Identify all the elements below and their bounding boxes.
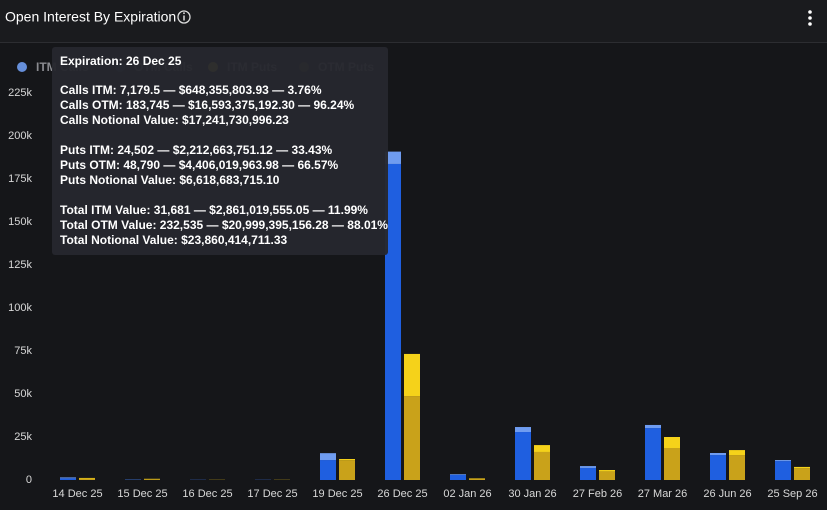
bar-segment: [580, 466, 596, 468]
x-tick-label: 14 Dec 25: [52, 488, 102, 500]
tooltip-line: Total Notional Value: $23,860,414,711.33: [60, 233, 288, 247]
tooltip-header: Expiration: 26 Dec 25: [60, 54, 182, 68]
tooltip-line: Puts OTM: 48,790 — $4,406,019,963.98 — 6…: [60, 158, 338, 172]
bar-segment: [339, 460, 355, 480]
bar-segment: [60, 478, 76, 480]
bar-segment: [385, 151, 401, 164]
bar-segment: [534, 451, 550, 480]
bar-segment: [320, 453, 336, 461]
tooltip-box: [52, 47, 388, 255]
tooltip-line: Puts Notional Value: $6,618,683,715.10: [60, 173, 280, 187]
legend-marker: [17, 62, 27, 72]
bar-segment: [710, 452, 726, 456]
y-tick-label: 225k: [8, 87, 32, 99]
x-tick-label: 17 Dec 25: [247, 488, 297, 500]
x-tick-label: 27 Mar 26: [638, 488, 688, 500]
bar-segment: [645, 428, 661, 480]
x-tick-label: 26 Dec 25: [377, 488, 427, 500]
info-icon[interactable]: [177, 10, 191, 24]
x-tick-label: 16 Dec 25: [182, 488, 232, 500]
menu-button[interactable]: [808, 10, 812, 26]
bar-segment: [79, 477, 95, 479]
y-tick-label: 150k: [8, 216, 32, 228]
x-tick-label: 15 Dec 25: [117, 488, 167, 500]
bar-segment: [144, 479, 160, 480]
x-tick-label: 30 Jan 26: [508, 488, 556, 500]
bar-segment: [404, 396, 420, 480]
bar-segment: [79, 478, 95, 480]
y-tick-label: 200k: [8, 130, 32, 142]
bar-segment: [320, 460, 336, 480]
bar-segment: [339, 459, 355, 461]
tooltip-line: Calls ITM: 7,179.5 — $648,355,803.93 — 3…: [60, 83, 322, 97]
x-tick-label: 02 Jan 26: [443, 488, 491, 500]
tooltip-line: Total ITM Value: 31,681 — $2,861,019,555…: [60, 203, 368, 217]
bar-segment: [385, 163, 401, 480]
header: [0, 0, 827, 42]
bar-segment: [775, 461, 791, 480]
x-tick-label: 19 Dec 25: [312, 488, 362, 500]
bar-segment: [599, 470, 615, 472]
tooltip-line: Puts ITM: 24,502 — $2,212,663,751.12 — 3…: [60, 143, 332, 157]
tooltip-line: Total OTM Value: 232,535 — $20,999,395,1…: [60, 218, 388, 232]
tooltip-line: Calls Notional Value: $17,241,730,996.23: [60, 113, 289, 127]
tooltip-line: Calls OTM: 183,745 — $16,593,375,192.30 …: [60, 98, 355, 112]
bar-segment: [729, 455, 745, 480]
bar-segment: [580, 467, 596, 480]
bar-segment: [515, 432, 531, 480]
bar-segment: [515, 427, 531, 433]
bar-segment: [664, 437, 680, 449]
plot: 0 25k 50k 75k 100k 125k 150k 175k 200k 225k 14 Dec…: [8, 87, 817, 500]
bar-segment: [664, 448, 680, 480]
bar-segment: [645, 424, 661, 429]
y-tick-label: 50k: [14, 388, 32, 400]
y-tick-label: 25k: [14, 431, 32, 443]
bar-segment: [450, 474, 466, 475]
bar-segment: [404, 353, 420, 397]
x-tick-label: 26 Jun 26: [703, 488, 751, 500]
bar-segment: [710, 455, 726, 480]
x-tick-label: 25 Sep 26: [767, 488, 817, 500]
bar-segment: [599, 471, 615, 480]
chart-title: Open Interest By Expiration: [5, 9, 176, 25]
y-tick-label: 125k: [8, 259, 32, 271]
bar-segment: [534, 445, 550, 452]
x-tick-label: 27 Feb 26: [573, 488, 623, 500]
bar-segment: [450, 474, 466, 480]
bar-segment: [469, 478, 485, 480]
y-tick-label: 100k: [8, 302, 32, 314]
bar-segment: [775, 460, 791, 462]
y-tick-label: 175k: [8, 173, 32, 185]
y-tick-label: 0: [26, 474, 32, 486]
tooltip: Expiration: 26 Dec 25 Calls ITM: 7,179.5 …: [52, 47, 388, 255]
bar-segment: [794, 468, 810, 480]
bar-segment: [60, 477, 76, 479]
y-tick-label: 75k: [14, 345, 32, 357]
bar-segment: [794, 466, 810, 469]
bar-segment: [729, 450, 745, 456]
